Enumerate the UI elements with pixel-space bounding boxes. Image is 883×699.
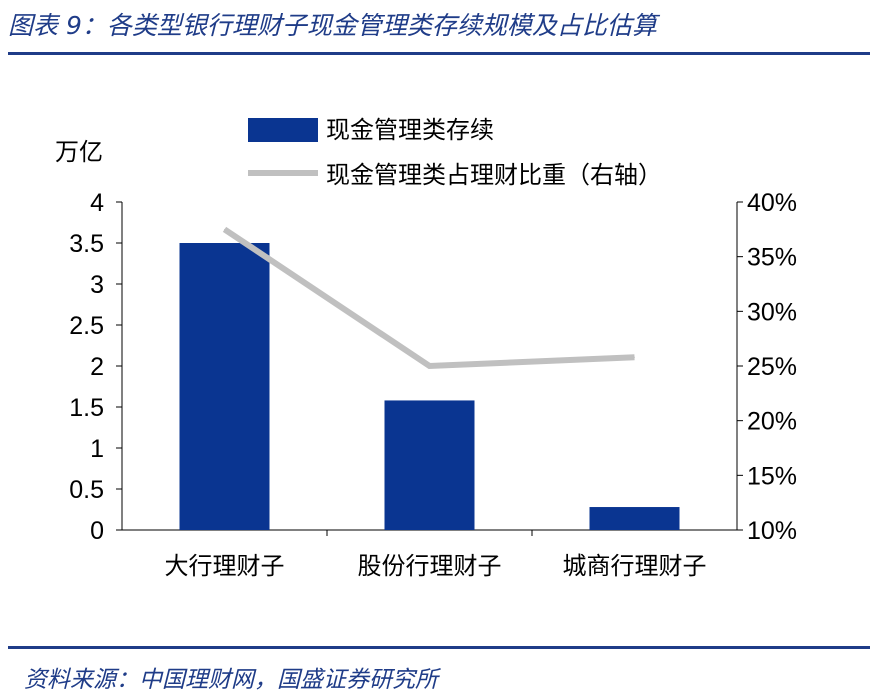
y-left-tick-label: 2 [90,353,104,381]
bar [589,507,680,530]
y-axis-unit-label: 万亿 [55,138,103,166]
figure-title: 图表 9：各类型银行理财子现金管理类存续规模及占比估算 [8,11,657,40]
y-left-tick-label: 1 [90,435,104,463]
y-left-tick-label: 0.5 [69,476,104,504]
line-series [222,226,635,370]
category-label: 股份行理财子 [358,552,502,580]
category-labels: 大行理财子 股份行理财子 城商行理财子 [165,552,707,580]
bottom-divider [8,646,870,649]
y-right-tick-label: 35% [747,244,797,272]
y-left-tick-label: 3.5 [69,230,104,258]
bar [384,400,475,530]
legend-label-line: 现金管理类占理财比重（右轴） [326,161,662,189]
bar [179,243,270,530]
y-left-tick-label: 3 [90,271,104,299]
y-left-tick-label: 1.5 [69,394,104,422]
y-right-tick-label: 20% [747,408,797,436]
axes: 0 0.5 1 1.5 2 2.5 3 3.5 4 10% 15% 20% 25% 30% 35% 40% [69,189,797,545]
y-right-tick-label: 25% [747,353,797,381]
legend-label-bar: 现金管理类存续 [326,116,494,144]
category-label: 大行理财子 [165,552,285,580]
y-left-tick-label: 2.5 [69,312,104,340]
y-left-tick-label: 0 [90,517,104,545]
top-divider [8,52,870,55]
category-label: 城商行理财子 [563,552,707,580]
legend: 现金管理类存续 现金管理类占理财比重（右轴） [248,116,662,189]
series-line [222,226,635,370]
y-right-tick-label: 10% [747,517,797,545]
line-point [224,228,225,230]
y-left-tick-label: 4 [90,189,104,217]
bars [179,243,680,530]
legend-swatch-bar [248,118,318,142]
y-right-tick-label: 30% [747,298,797,326]
y-right-tick-label: 15% [747,462,797,490]
source-note: 资料来源：中国理财网，国盛证券研究所 [24,667,438,693]
line-point [634,356,635,358]
line-point [429,365,430,367]
y-right-tick-label: 40% [747,189,797,217]
chart: 现金管理类存续 现金管理类占理财比重（右轴） 万亿 0 0.5 1 1.5 2 2.5 3 3… [55,116,797,580]
